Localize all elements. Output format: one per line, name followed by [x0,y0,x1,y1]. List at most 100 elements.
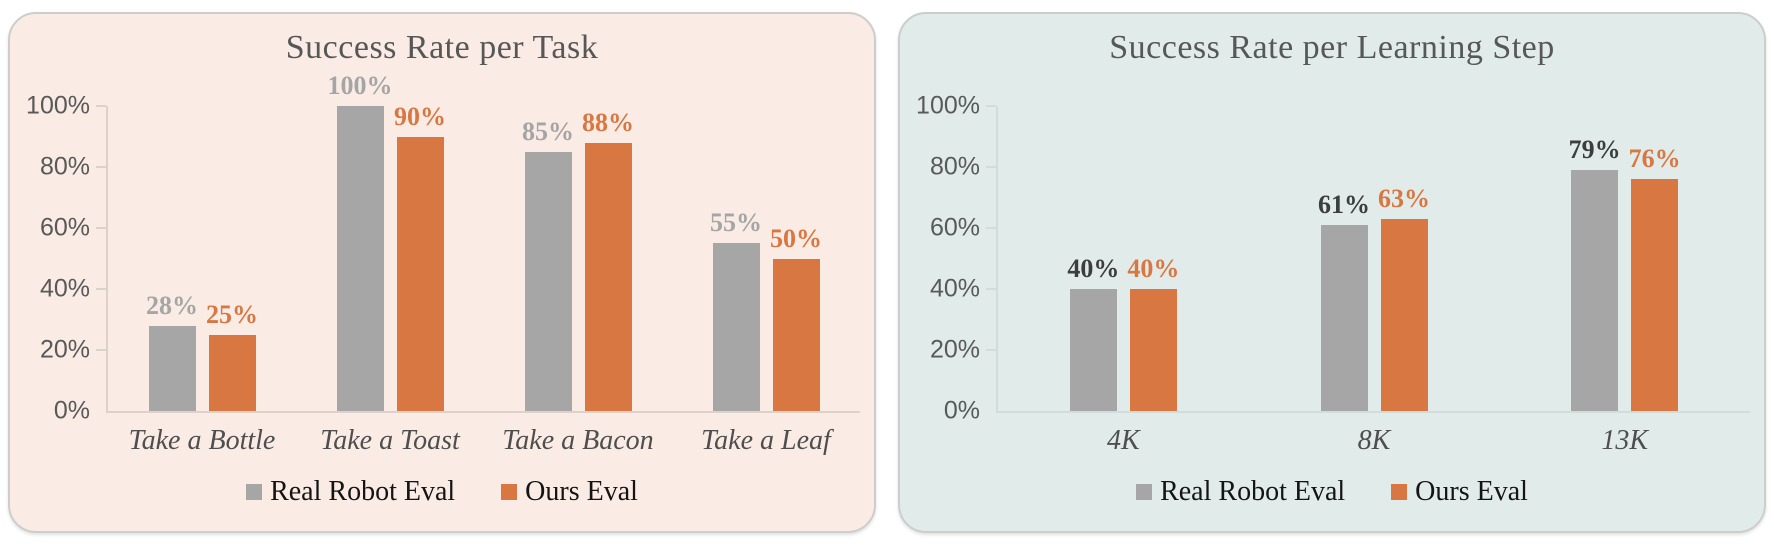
bar-value-label: 76% [1628,144,1681,174]
y-tick-label: 80% [929,152,980,181]
bar [336,106,384,411]
y-tick-mark [986,105,996,107]
bar-group: 55% 50% [672,106,860,411]
bar [208,334,256,411]
bar [584,142,632,411]
x-axis-labels: Take a Bottle Take a Toast Take a Bacon Tak… [108,425,860,457]
bar [1320,224,1368,411]
bar-with-label: 40% [1127,106,1180,411]
y-tick-mark [96,349,106,351]
y-tick-label: 40% [929,274,980,303]
bar-with-label: 100% [328,73,393,411]
y-axis: 0% 20% 40% 60% 80% 100% [914,93,996,423]
chart-card-success-rate-per-task: Success Rate per Task 0% 20% 40% 60% 80% 100%… [8,12,876,533]
y-tick-mark [96,166,106,168]
bar-value-label: 40% [1067,254,1120,283]
bar-with-label: 88% [582,106,634,411]
bar-with-label: 40% [1067,106,1120,411]
legend-item-ours-eval: Ours Eval [1391,476,1528,508]
bar-with-label: 90% [394,101,446,411]
bar-value-label: 85% [522,116,574,146]
y-tick-mark [96,227,106,229]
y-tick-label: 100% [916,91,980,120]
bar [712,243,760,411]
chart-title: Success Rate per Task [285,29,599,66]
bar-value-label: 61% [1318,189,1370,219]
bar [1380,218,1428,411]
bar-value-label: 90% [394,101,446,131]
x-category-label: Take a Leaf [701,425,831,456]
x-category-label: Take a Bacon [502,425,654,456]
y-tick-mark [96,288,106,290]
bar-value-label: 88% [582,107,634,137]
legend-swatch-orange [501,484,518,501]
x-category-label: Take a Toast [320,425,460,456]
y-tick-label: 100% [26,91,90,120]
bar-group: 100% 90% [296,73,484,411]
bar-value-label: 25% [206,299,258,329]
y-tick-mark [986,288,996,290]
bar-value-label: 28% [146,290,198,320]
x-category-label: 8K [1357,425,1391,456]
bar [1571,170,1619,411]
y-tick-label: 80% [39,152,90,181]
x-axis-labels: 4K 8K 13K [998,425,1750,457]
x-category-label: 4K [1106,425,1140,456]
y-tick-mark [986,166,996,168]
bar-group: 85% 88% [484,106,672,411]
bar [772,258,820,411]
y-tick-label: 40% [39,274,90,303]
bar-with-label: 79% [1568,106,1621,411]
bar-value-label: 40% [1127,254,1180,283]
chart-body: 0% 20% 40% 60% 80% 100% 40% 40% 61% 63% 79% 76% [914,93,1750,423]
bar [1631,179,1679,411]
bar-with-label: 50% [770,106,822,411]
chart-title: Success Rate per Learning Step [1109,29,1555,66]
x-category-label: Take a Bottle [128,425,276,456]
legend-label: Ours Eval [1415,476,1528,507]
bar-with-label: 28% [146,106,198,411]
bar-group: 79% 76% [1499,106,1750,411]
bar-value-label: 63% [1378,183,1430,213]
y-tick-mark [986,349,996,351]
bar [1129,289,1177,411]
bar-with-label: 85% [522,106,574,411]
bar-group: 28% 25% [108,106,296,411]
bar-with-label: 61% [1318,106,1370,411]
bar [1069,289,1117,411]
bar-group: 61% 63% [1249,106,1500,411]
y-tick-mark [96,105,106,107]
legend-swatch-orange [1391,484,1408,501]
bar-with-label: 76% [1628,106,1681,411]
chart-body: 0% 20% 40% 60% 80% 100% 28% 25% 100% 90% 85% 88% 55… [24,73,860,423]
y-tick-mark [986,227,996,229]
legend-label: Real Robot Eval [270,476,456,507]
legend-swatch-gray [1136,484,1153,501]
legend-label: Real Robot Eval [1160,476,1346,507]
bar-with-label: 63% [1378,106,1430,411]
legend-item-ours-eval: Ours Eval [501,476,638,508]
bar [524,151,572,411]
bar-value-label: 55% [710,208,762,238]
y-tick-label: 20% [39,335,90,364]
y-axis: 0% 20% 40% 60% 80% 100% [24,93,106,423]
bar-value-label: 100% [327,71,393,100]
y-tick-label: 60% [929,213,980,242]
legend-item-real-robot-eval: Real Robot Eval [1136,476,1346,508]
y-tick-label: 60% [39,213,90,242]
chart-card-success-rate-per-learning-step: Success Rate per Learning Step 0% 20% 40% 6… [898,12,1766,533]
bar-value-label: 50% [770,223,822,253]
bar-group: 40% 40% [998,106,1249,411]
legend: Real Robot Eval Ours Eval [24,476,860,508]
x-category-label: 13K [1601,425,1649,456]
bar-value-label: 79% [1568,135,1621,165]
y-tick-label: 20% [929,335,980,364]
bar [396,136,444,411]
legend-item-real-robot-eval: Real Robot Eval [246,476,456,508]
legend: Real Robot Eval Ours Eval [914,476,1750,508]
legend-label: Ours Eval [525,476,638,507]
bar-with-label: 25% [206,106,258,411]
bar [148,325,196,411]
bar-with-label: 55% [710,106,762,411]
